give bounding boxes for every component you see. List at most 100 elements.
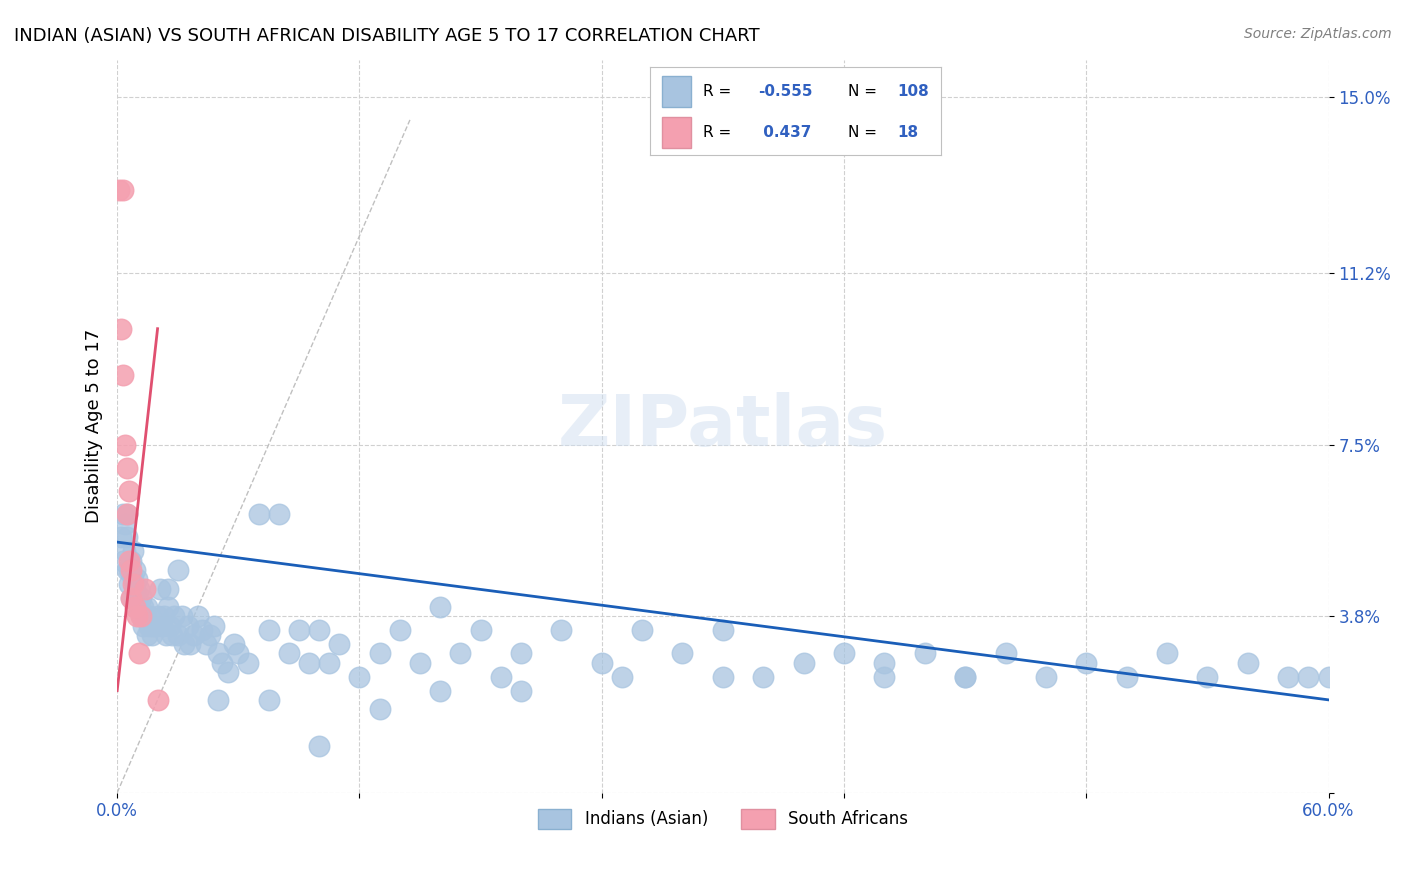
- Point: [793, 656, 815, 670]
- Text: Source: ZipAtlas.com: Source: ZipAtlas.com: [1244, 27, 1392, 41]
- Point: [117, 508, 139, 522]
- Point: [318, 656, 340, 670]
- Point: [127, 609, 149, 624]
- Point: [122, 572, 145, 586]
- Point: [267, 508, 290, 522]
- Point: [207, 647, 229, 661]
- Point: [112, 554, 135, 568]
- Point: [873, 670, 896, 684]
- Point: [671, 647, 693, 661]
- Point: [510, 647, 533, 661]
- Point: [128, 582, 150, 596]
- Point: [211, 656, 233, 670]
- Point: [489, 670, 512, 684]
- Point: [711, 624, 734, 638]
- Point: [429, 600, 451, 615]
- Point: [298, 656, 321, 670]
- Point: [124, 563, 146, 577]
- Point: [388, 624, 411, 638]
- Point: [711, 670, 734, 684]
- Point: [134, 609, 156, 624]
- Point: [114, 544, 136, 558]
- Point: [138, 609, 160, 624]
- Point: [136, 600, 159, 615]
- Point: [163, 609, 186, 624]
- Point: [195, 637, 218, 651]
- Point: [156, 582, 179, 596]
- Point: [328, 637, 350, 651]
- Point: [131, 609, 153, 624]
- Point: [150, 618, 173, 632]
- Point: [131, 591, 153, 605]
- Point: [409, 656, 432, 670]
- Point: [1076, 656, 1098, 670]
- Point: [149, 582, 172, 596]
- Point: [120, 563, 142, 577]
- Point: [118, 484, 141, 499]
- Point: [117, 563, 139, 577]
- Point: [953, 670, 976, 684]
- Point: [118, 554, 141, 568]
- Point: [166, 628, 188, 642]
- Point: [914, 647, 936, 661]
- Point: [1115, 670, 1137, 684]
- Point: [429, 683, 451, 698]
- Point: [141, 628, 163, 642]
- Point: [752, 670, 775, 684]
- Point: [198, 628, 221, 642]
- Point: [202, 618, 225, 632]
- Point: [124, 600, 146, 615]
- Point: [112, 508, 135, 522]
- Point: [122, 577, 145, 591]
- Point: [257, 624, 280, 638]
- Point: [1236, 656, 1258, 670]
- Point: [349, 670, 371, 684]
- Point: [591, 656, 613, 670]
- Point: [138, 618, 160, 632]
- Point: [179, 637, 201, 651]
- Text: ZIPatlas: ZIPatlas: [558, 392, 889, 460]
- Point: [160, 628, 183, 642]
- Point: [183, 628, 205, 642]
- Point: [114, 516, 136, 531]
- Point: [132, 600, 155, 615]
- Point: [142, 618, 165, 632]
- Text: INDIAN (ASIAN) VS SOUTH AFRICAN DISABILITY AGE 5 TO 17 CORRELATION CHART: INDIAN (ASIAN) VS SOUTH AFRICAN DISABILI…: [14, 27, 759, 45]
- Point: [173, 637, 195, 651]
- Legend: Indians (Asian), South Africans: Indians (Asian), South Africans: [531, 802, 914, 836]
- Point: [247, 508, 270, 522]
- Point: [128, 647, 150, 661]
- Point: [112, 368, 135, 383]
- Point: [155, 628, 177, 642]
- Point: [631, 624, 654, 638]
- Point: [550, 624, 572, 638]
- Point: [114, 438, 136, 452]
- Point: [120, 591, 142, 605]
- Point: [117, 508, 139, 522]
- Point: [228, 647, 250, 661]
- Point: [131, 609, 153, 624]
- Point: [1035, 670, 1057, 684]
- Point: [170, 609, 193, 624]
- Point: [470, 624, 492, 638]
- Point: [146, 609, 169, 624]
- Point: [368, 702, 391, 716]
- Point: [118, 563, 141, 577]
- Point: [110, 531, 132, 545]
- Point: [108, 182, 131, 196]
- Point: [308, 624, 330, 638]
- Point: [224, 637, 246, 651]
- Point: [238, 656, 260, 670]
- Point: [127, 572, 149, 586]
- Point: [166, 563, 188, 577]
- Point: [120, 554, 142, 568]
- Point: [187, 609, 209, 624]
- Point: [177, 618, 200, 632]
- Point: [1197, 670, 1219, 684]
- Point: [610, 670, 633, 684]
- Point: [873, 656, 896, 670]
- Point: [124, 582, 146, 596]
- Point: [1156, 647, 1178, 661]
- Point: [953, 670, 976, 684]
- Point: [110, 321, 132, 335]
